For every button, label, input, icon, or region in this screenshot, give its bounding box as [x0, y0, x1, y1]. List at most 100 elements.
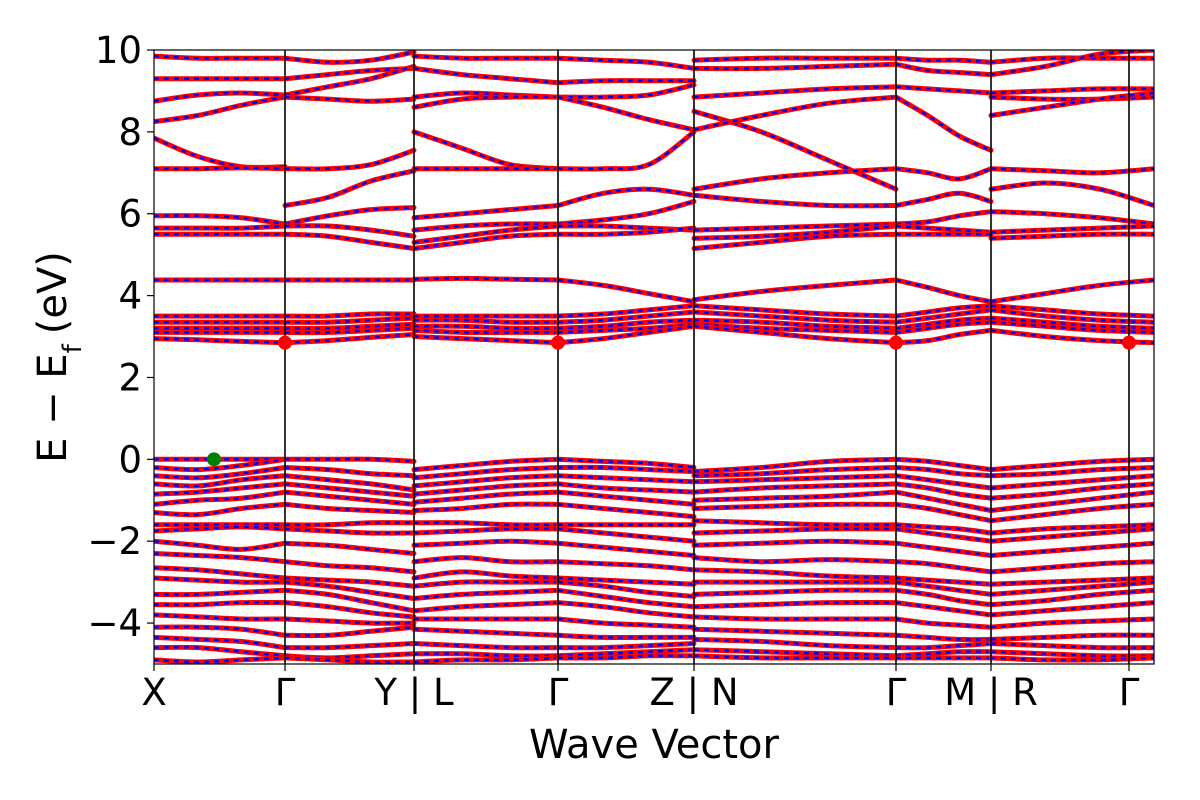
band-line-overlay	[693, 304, 897, 318]
band-line	[691, 94, 899, 133]
band-line-overlay	[895, 192, 992, 207]
band-line-overlay	[154, 214, 286, 226]
y-axis-title-main: E − E	[30, 353, 76, 463]
band-line	[555, 540, 697, 558]
band-line-overlay	[895, 316, 992, 330]
band-line-overlay	[413, 324, 559, 330]
band-line-overlay	[990, 458, 1154, 471]
band-line-overlay	[413, 458, 559, 471]
band-line-overlay	[990, 589, 1154, 606]
band-line	[555, 653, 697, 661]
band-line-overlay	[990, 523, 1154, 535]
band-line-overlay	[693, 233, 897, 250]
band-line-overlay	[284, 474, 415, 492]
band-line-overlay	[413, 466, 559, 479]
band-line-overlay	[284, 206, 415, 226]
band-line-overlay	[154, 566, 286, 580]
band-line-overlay	[154, 503, 286, 516]
band-line-overlay	[895, 576, 992, 586]
band-line-overlay	[284, 490, 415, 506]
band-line	[555, 559, 697, 573]
band-line-overlay	[895, 321, 992, 334]
band-line-overlay	[154, 525, 286, 533]
band-line-overlay	[413, 628, 559, 637]
band-line	[555, 641, 697, 651]
band-line-overlay	[284, 560, 415, 574]
x-tick-label: Γ	[886, 671, 907, 714]
band-line-overlay	[693, 85, 897, 99]
band-line-overlay	[693, 278, 897, 301]
band-line	[555, 78, 697, 86]
band-line-overlay	[284, 466, 415, 477]
band-line-overlay	[284, 642, 415, 649]
band-line	[555, 309, 697, 325]
x-tick-label: M | R	[944, 671, 1038, 714]
band-line-overlay	[154, 490, 286, 506]
band-line-overlay	[413, 233, 559, 250]
band-line-overlay	[693, 466, 897, 477]
cbm-marker	[889, 335, 903, 350]
band-line-overlay	[154, 95, 286, 123]
band-line-overlay	[990, 278, 1154, 303]
band-line-overlay	[895, 304, 992, 318]
band-line-overlay	[154, 474, 286, 488]
band-line-overlay	[990, 304, 1154, 318]
band-line-overlay	[413, 222, 559, 232]
x-tick-label: Z | N	[649, 671, 738, 714]
band-line-overlay	[284, 312, 415, 318]
band-line-overlay	[154, 540, 286, 551]
band-line-overlay	[895, 490, 992, 512]
band-line-overlay	[413, 589, 559, 600]
band-line-overlay	[154, 636, 286, 649]
band-line-overlay	[693, 568, 897, 580]
band-line-overlay	[990, 224, 1154, 234]
y-tick-label: −2	[87, 520, 142, 563]
band-line-overlay	[693, 474, 897, 483]
y-tick-label: 10	[95, 29, 142, 72]
band-line-overlay	[284, 626, 415, 637]
band-line-overlay	[693, 601, 897, 608]
band-line-overlay	[413, 474, 559, 488]
band-line-overlay	[693, 325, 897, 344]
band-line-overlay	[154, 625, 286, 637]
band-line-overlay	[693, 310, 897, 324]
band-line-overlay	[990, 321, 1154, 334]
band-line-overlay	[990, 95, 1154, 101]
y-axis-title: E − Ef (eV)	[30, 251, 88, 463]
band-line-overlay	[990, 656, 1154, 662]
plot-frame	[153, 49, 1155, 665]
band-line	[555, 575, 697, 587]
band-line-overlay	[693, 194, 897, 208]
band-line-overlay	[693, 556, 897, 563]
band-line-overlay	[413, 130, 559, 170]
band-line	[555, 321, 697, 335]
band-line-overlay	[284, 149, 415, 171]
band-line-overlay	[895, 527, 992, 543]
band-line	[555, 579, 697, 599]
band-line-overlay	[990, 490, 1154, 512]
cbm-marker	[278, 335, 292, 350]
band-line-overlay	[557, 130, 695, 171]
band-line-overlay	[990, 633, 1154, 641]
band-line-overlay	[284, 542, 415, 555]
band-line-overlay	[154, 576, 286, 584]
band-line-overlay	[895, 329, 992, 344]
kpoint-separators	[284, 50, 1130, 664]
band-line	[555, 473, 697, 485]
band-line-overlay	[895, 601, 992, 617]
band-line-overlay	[990, 474, 1154, 490]
x-tick-label: Γ	[275, 671, 296, 714]
band-line-overlay	[284, 323, 415, 330]
band-line-overlay	[990, 316, 1154, 330]
band-line-overlay	[990, 601, 1154, 617]
band-line-overlay	[154, 656, 286, 664]
band-line-overlay	[284, 327, 415, 334]
band-line	[555, 456, 697, 470]
band-line-overlay	[413, 539, 559, 547]
band-line-overlay	[284, 482, 415, 498]
band-line-overlay	[154, 337, 286, 344]
band-line-overlay	[693, 539, 897, 547]
band-line-overlay	[285, 457, 415, 463]
band-line	[555, 501, 697, 520]
